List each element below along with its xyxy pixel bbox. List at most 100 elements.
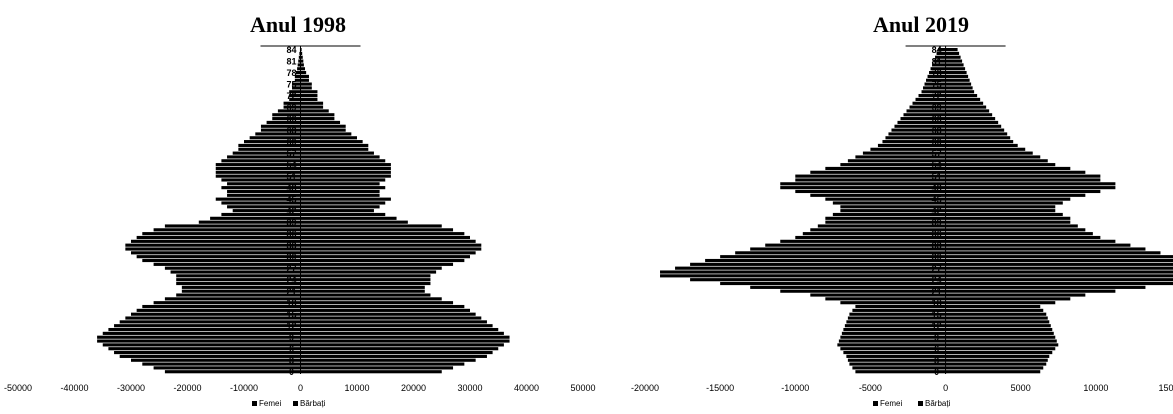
- bar-barbati-age-9: [300, 335, 510, 339]
- bar-barbati-age-3: [945, 358, 1048, 362]
- bar-barbati-age-20: [300, 293, 431, 297]
- bar-femei-age-11: [108, 327, 301, 332]
- bar-barbati-age-14: [945, 316, 1048, 320]
- age-tick-label: 84: [286, 45, 296, 55]
- bar-femei-age-84: [938, 48, 946, 52]
- bar-femei-age-27: [164, 266, 301, 270]
- age-tick-label: 81: [932, 56, 942, 66]
- bar-barbati-age-65: [945, 120, 999, 125]
- bar-femei-age-81: [298, 59, 301, 63]
- bar-barbati-age-29: [945, 258, 1173, 263]
- bar-barbati-age-46: [945, 193, 1086, 197]
- bar-barbati-age-4: [300, 354, 487, 358]
- bar-femei-age-21: [181, 289, 301, 293]
- bar-femei-age-80: [932, 63, 946, 67]
- bar-barbati-age-47: [945, 189, 1101, 194]
- bar-femei-age-31: [131, 251, 301, 255]
- bar-barbati-age-76: [300, 78, 309, 82]
- bar-barbati-age-12: [300, 324, 493, 328]
- age-tick-label: 57: [286, 149, 296, 159]
- bar-femei-age-44: [221, 201, 301, 205]
- bar-femei-age-30: [720, 255, 946, 259]
- bar-barbati-age-6: [300, 347, 499, 351]
- bar-femei-age-45: [825, 197, 946, 201]
- bar-femei-age-18: [153, 301, 301, 305]
- bar-barbati-age-36: [300, 232, 465, 236]
- bar-barbati-age-56: [945, 155, 1041, 159]
- x-tick-label: 15000: [1158, 383, 1173, 393]
- legend-label-femei: Femei: [880, 399, 902, 408]
- bar-femei-age-12: [114, 324, 301, 328]
- bar-femei-age-20: [810, 293, 946, 297]
- bar-femei-age-66: [272, 117, 301, 121]
- bar-femei-age-35: [136, 235, 301, 240]
- bar-barbati-age-45: [300, 197, 391, 201]
- age-tick-label: 27: [932, 264, 942, 274]
- bar-barbati-age-33: [300, 243, 482, 247]
- bar-barbati-age-20: [945, 293, 1086, 297]
- bar-barbati-age-54: [300, 163, 391, 167]
- bar-barbati-age-31: [945, 251, 1161, 255]
- age-labels-2019: 8481787572696663605754514845423936333027…: [932, 45, 942, 377]
- x-tick-label: -40000: [60, 383, 88, 393]
- bar-femei-age-70: [912, 101, 946, 105]
- age-tick-label: 60: [932, 137, 942, 147]
- bar-femei-age-16: [136, 308, 301, 312]
- age-tick-label: 15: [286, 310, 296, 320]
- bar-barbati-age-10: [300, 331, 504, 335]
- bar-barbati-age-9: [945, 335, 1056, 339]
- bar-femei-age-15: [849, 312, 946, 316]
- age-tick-label: 57: [932, 149, 942, 159]
- bar-femei-age-74: [923, 86, 946, 90]
- bar-barbati-age-51: [300, 174, 391, 178]
- bar-barbati-age-52: [300, 170, 391, 174]
- legend-swatch-barbati: [293, 401, 298, 406]
- legend-label-barbati: Bărbați: [925, 399, 951, 408]
- bar-barbati-age-57: [300, 151, 374, 155]
- bar-femei-age-36: [142, 232, 301, 236]
- bar-barbati-age-28: [945, 262, 1173, 266]
- bar-barbati-age-24: [300, 278, 431, 282]
- bar-barbati-age-52: [945, 170, 1086, 174]
- bar-barbati-age-68: [300, 109, 329, 113]
- bar-femei-age-55: [221, 159, 301, 163]
- bar-femei-age-75: [292, 82, 301, 86]
- bar-femei-age-12: [844, 324, 946, 328]
- bar-barbati-age-59: [300, 143, 369, 148]
- x-tick-label: -30000: [117, 383, 145, 393]
- bar-femei-age-41: [832, 212, 946, 217]
- bar-barbati-age-54: [945, 163, 1056, 167]
- age-tick-label: 15: [932, 310, 942, 320]
- bar-femei-age-30: [136, 255, 301, 259]
- bar-femei-age-2: [849, 362, 946, 366]
- bar-barbati-age-29: [300, 258, 465, 263]
- bar-barbati-age-63: [300, 128, 346, 132]
- bar-femei-age-5: [114, 350, 301, 355]
- bar-barbati-age-70: [300, 101, 324, 105]
- bar-barbati-age-76: [945, 78, 970, 82]
- bar-femei-age-29: [142, 258, 301, 263]
- age-tick-label: 18: [286, 298, 296, 308]
- age-tick-label: 12: [286, 321, 296, 331]
- bar-femei-age-80: [297, 63, 301, 67]
- age-tick-label: 36: [286, 229, 296, 239]
- bar-femei-age-68: [277, 109, 301, 113]
- bar-barbati-age-33: [945, 243, 1131, 247]
- age-tick-label: 69: [286, 102, 296, 112]
- age-tick-label: 30: [286, 252, 296, 262]
- age-tick-label: 75: [286, 79, 296, 89]
- bar-barbati-age-40: [300, 216, 397, 220]
- bar-barbati-age-79: [945, 67, 966, 71]
- bar-barbati-age-62: [300, 132, 352, 136]
- bar-femei-age-78: [295, 71, 301, 75]
- bar-barbati-age-5: [945, 350, 1053, 355]
- bars-2019: [660, 45, 1173, 374]
- bar-femei-age-1: [153, 366, 301, 370]
- bar-femei-age-56: [227, 155, 301, 159]
- bar-femei-age-60: [244, 140, 301, 144]
- bar-barbati-age-15: [945, 312, 1047, 316]
- bar-barbati-age-39: [945, 220, 1071, 224]
- bar-barbati-age-7: [945, 343, 1059, 347]
- bar-barbati-age-58: [945, 147, 1026, 151]
- bar-barbati-age-48: [300, 186, 386, 190]
